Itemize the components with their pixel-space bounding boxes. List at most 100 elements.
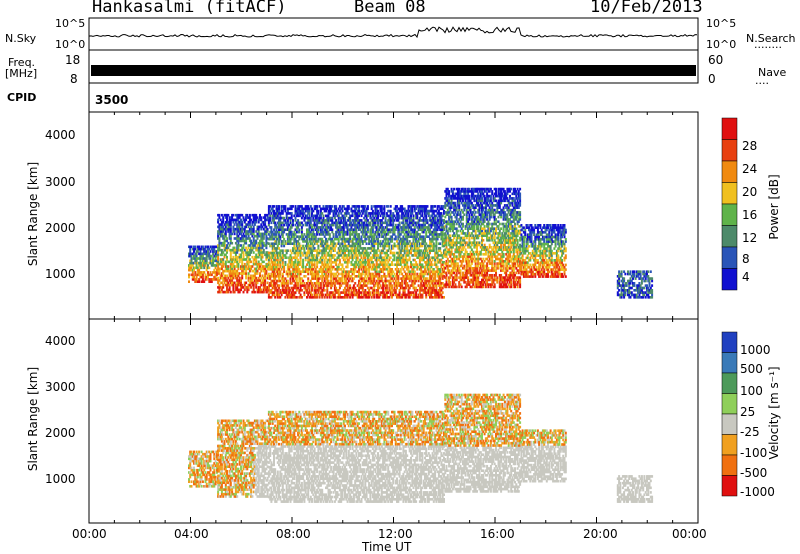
power-cell [444,204,447,207]
power-cell [356,223,359,227]
power-cell [257,251,260,254]
power-cell [351,254,354,257]
power-cell [266,253,269,257]
power-cell [307,284,310,287]
power-cell [314,293,317,297]
power-cell [388,230,391,234]
power-cell [422,242,425,245]
power-cell [189,264,192,267]
power-cell [195,254,198,258]
power-cell [189,252,192,256]
power-cell [212,247,215,251]
power-cell [218,227,221,231]
power-cell [445,271,448,275]
power-cell [418,263,421,266]
power-cell [289,256,292,259]
power-cell [261,265,264,268]
power-cell [369,221,372,225]
power-cell [421,284,424,287]
power-cell [403,244,406,248]
power-cell [294,237,297,241]
power-cell [227,283,230,287]
power-cell [295,240,298,243]
power-cell [355,240,358,243]
power-cell [220,244,223,247]
power-cell [448,269,451,272]
power-cell [371,265,374,269]
power-cell [369,256,372,259]
power-cell [388,216,391,220]
power-cell [407,293,410,297]
power-cell [307,258,310,262]
power-cell [425,270,428,273]
power-cell [424,251,426,255]
power-cell [302,254,305,257]
power-cell [397,296,400,299]
power-cell [338,261,341,264]
power-cell [370,207,373,211]
power-cell [411,230,414,234]
power-cell [293,291,296,294]
power-cell [413,277,416,280]
power-cell [385,286,388,290]
power-cell [364,209,367,213]
power-cell [368,247,371,250]
power-cell [290,286,293,290]
power-cell [300,212,303,215]
power-cell [232,265,235,268]
power-cell [416,244,419,248]
power-cell [374,207,377,211]
power-cell [292,219,294,222]
power-cell [351,277,354,280]
power-cell [332,221,335,225]
power-cell [253,239,256,243]
power-cell [451,190,454,193]
power-cell [379,291,382,294]
power-cell [198,268,201,272]
power-cell [412,277,415,280]
power-cell [308,256,311,259]
power-cell [213,254,216,258]
power-cell [441,286,444,290]
power-cell [429,286,431,290]
power-cell [293,240,296,243]
power-cell [444,190,447,193]
power-cell [342,272,345,276]
power-cell [373,256,376,259]
power-cell [444,239,447,242]
power-cell [253,267,256,271]
power-cell [308,216,311,220]
power-cell [261,234,264,238]
power-cell [276,244,279,248]
power-cell [264,253,267,257]
power-cell [251,281,254,285]
power-cell [377,277,379,280]
power-cell [361,247,364,250]
power-cell [396,251,398,255]
power-cell [293,214,296,218]
power-cell [437,291,440,294]
power-cell [424,244,426,248]
power-cell [443,205,445,208]
power-cell [274,254,277,257]
power-cell [344,277,346,280]
power-cell [361,270,364,273]
power-cell [217,260,220,264]
power-cell [422,219,425,222]
power-cell [281,249,284,252]
power-cell [430,265,433,269]
power-cell [450,274,453,277]
power-cell [220,213,223,217]
power-cell [278,212,280,215]
power-cell [267,275,270,278]
power-cell [380,270,383,273]
power-cell [255,241,258,245]
power-cell [383,207,386,211]
power-cell [391,214,393,218]
power-cell [371,230,374,234]
power-cell [439,247,442,250]
power-cell [385,205,388,208]
power-cell [358,293,360,297]
power-cell [213,247,216,251]
power-cell [429,289,431,292]
